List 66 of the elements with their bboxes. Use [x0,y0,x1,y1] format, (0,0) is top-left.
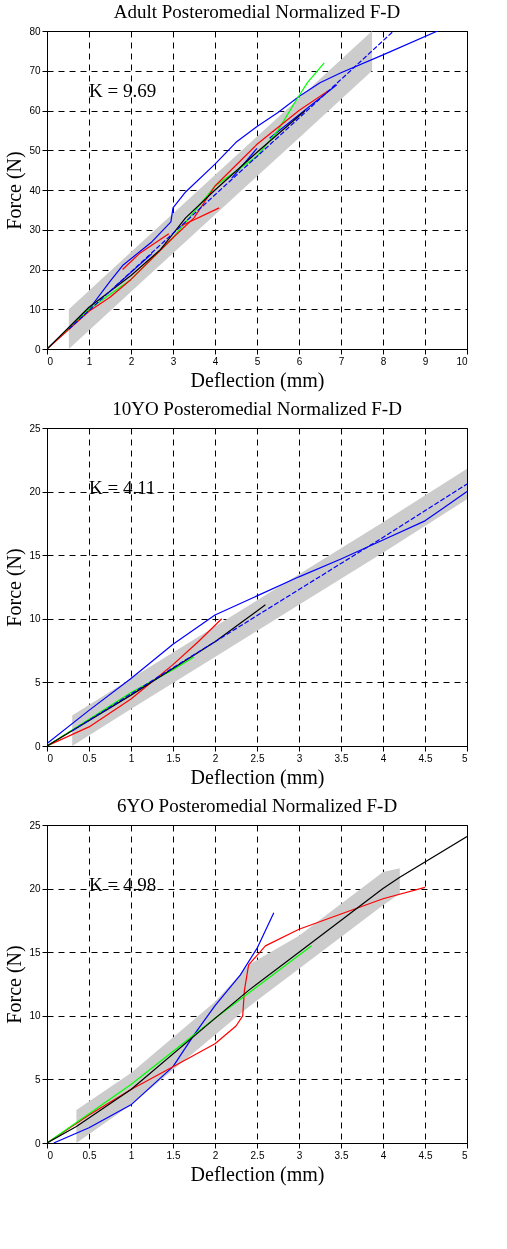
y-tick-label: 5 [34,1073,41,1085]
y-axis-title: Force (N) [3,151,27,230]
x-tick-label: 2.5 [250,752,265,764]
y-tick-label: 5 [34,676,41,688]
x-tick-label: 5 [254,355,261,367]
x-tick-label: 1.5 [166,752,181,764]
y-tick-label: 20 [29,264,41,275]
x-tick-label: 4.5 [418,752,433,764]
x-tick-label: 1 [128,752,135,764]
x-tick-label: 3 [170,355,177,367]
y-tick-label: 20 [29,486,41,498]
y-tick-label: 0 [34,1137,41,1149]
y-tick-label: 60 [29,105,41,116]
x-tick-label: 10 [456,355,468,367]
x-tick-label: 4 [380,752,387,764]
x-tick-label: 0 [47,752,54,764]
y-tick-label: 10 [29,1010,41,1022]
y-tick-label: 0 [34,343,41,355]
x-tick-label: 0 [47,1149,54,1161]
y-tick-label: 50 [29,144,41,156]
x-tick-label: 2 [128,355,135,367]
x-tick-label: 3 [296,1149,303,1161]
x-tick-label: 0.5 [82,752,97,764]
x-tick-label: 3.5 [334,1149,349,1161]
x-tick-label: 7 [338,355,345,367]
x-tick-label: 5 [461,752,468,764]
chart-title: 6YO Posteromedial Normalized F-D [116,795,398,816]
x-tick-label: 9 [422,355,429,367]
y-tick-label: 25 [29,819,41,831]
y-tick-label: 25 [29,422,41,434]
x-tick-label: 5 [461,1149,468,1161]
x-axis-title: Deflection (mm) [190,1162,325,1186]
x-tick-label: 3.5 [334,752,349,764]
y-tick-label: 80 [29,25,41,37]
y-axis-title: Force (N) [3,548,27,627]
annotation: K = 4.98 [89,874,157,895]
y-tick-label: 40 [29,184,41,196]
y-tick-label: 15 [29,549,41,561]
x-tick-label: 4 [212,355,219,367]
x-tick-label: 0 [47,355,54,367]
x-tick-label: 0.5 [82,1149,97,1161]
chart-title: 10YO Posteromedial Normalized F-D [112,398,402,419]
y-axis-title: Force (N) [3,945,27,1024]
x-tick-label: 8 [380,355,387,367]
x-tick-label: 6 [296,355,303,367]
y-tick-label: 15 [29,946,41,958]
x-tick-label: 1 [128,1149,135,1161]
x-tick-label: 1 [86,355,93,367]
y-tick-label: 10 [29,613,41,625]
y-tick-label: 30 [29,224,41,236]
x-tick-label: 2.5 [250,1149,265,1161]
x-tick-label: 3 [296,752,303,764]
x-axis-title: Deflection (mm) [190,368,325,392]
y-tick-label: 0 [34,740,41,752]
x-tick-label: 4 [380,1149,387,1161]
x-tick-label: 4.5 [418,1149,433,1161]
y-tick-label: 70 [29,65,41,77]
y-tick-label: 20 [29,883,41,895]
annotation: K = 4.11 [89,477,156,498]
x-tick-label: 2 [212,752,219,764]
annotation: K = 9.69 [89,80,157,101]
chart-title: Adult Posteromedial Normalized F-D [113,1,401,22]
y-tick-label: 10 [29,303,41,315]
x-tick-label: 2 [212,1149,219,1161]
x-axis-title: Deflection (mm) [190,765,325,789]
x-tick-label: 1.5 [166,1149,181,1161]
